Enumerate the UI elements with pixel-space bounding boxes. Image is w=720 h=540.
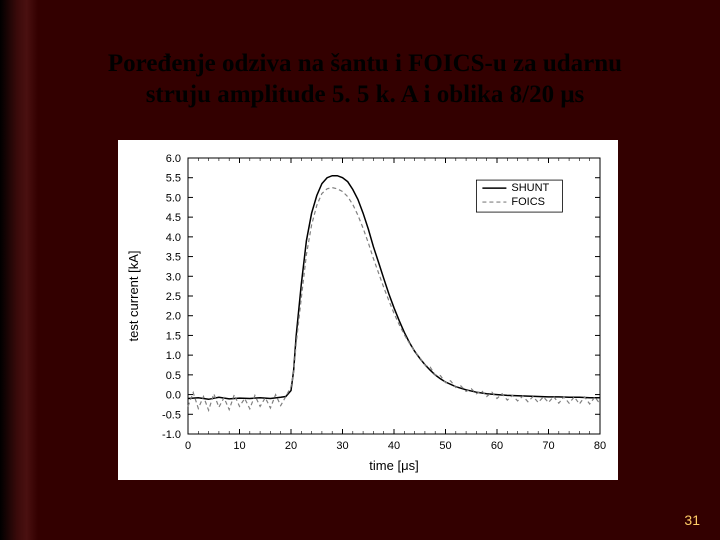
svg-text:4.5: 4.5 — [166, 212, 181, 224]
svg-text:0.0: 0.0 — [166, 390, 181, 402]
page-number-text: 31 — [684, 512, 700, 528]
svg-text:5.0: 5.0 — [166, 192, 181, 204]
svg-text:-0.5: -0.5 — [162, 409, 181, 421]
title-line-2: struju amplitude 5. 5 k. A i oblika 8/20… — [146, 81, 585, 108]
svg-text:30: 30 — [336, 440, 348, 452]
svg-text:3.5: 3.5 — [166, 252, 181, 264]
svg-text:2.5: 2.5 — [166, 291, 181, 303]
title-line-1: Poređenje odziva na šantu i FOICS-u za u… — [108, 50, 622, 77]
svg-text:40: 40 — [388, 440, 400, 452]
svg-text:time [μs]: time [μs] — [369, 458, 418, 473]
slide-title: Poređenje odziva na šantu i FOICS-u za u… — [70, 48, 660, 111]
svg-text:5.5: 5.5 — [166, 173, 181, 185]
svg-text:20: 20 — [285, 440, 297, 452]
svg-text:3.0: 3.0 — [166, 271, 181, 283]
chart-panel: 0 10 20 30 40 50 60 70 80 -1.0 -0.5 0.0 0.5 1.0 1.5 2.0… — [118, 140, 618, 480]
left-accent-stripe — [0, 0, 38, 540]
svg-text:1.5: 1.5 — [166, 330, 181, 342]
svg-text:50: 50 — [439, 440, 451, 452]
svg-text:1.0: 1.0 — [166, 350, 181, 362]
svg-text:0.5: 0.5 — [166, 370, 181, 382]
chart-svg: 0 10 20 30 40 50 60 70 80 -1.0 -0.5 0.0 0.5 1.0 1.5 2.0… — [118, 140, 618, 480]
svg-text:70: 70 — [542, 440, 554, 452]
svg-text:0: 0 — [185, 440, 191, 452]
svg-text:10: 10 — [233, 440, 245, 452]
page-number: 31 — [684, 512, 700, 528]
svg-text:6.0: 6.0 — [166, 153, 181, 165]
svg-text:FOICS: FOICS — [511, 196, 545, 208]
svg-text:4.0: 4.0 — [166, 232, 181, 244]
svg-text:2.0: 2.0 — [166, 311, 181, 323]
svg-text:80: 80 — [594, 440, 606, 452]
svg-text:SHUNT: SHUNT — [511, 182, 549, 194]
svg-text:test current [kA]: test current [kA] — [126, 250, 141, 341]
svg-text:-1.0: -1.0 — [162, 429, 181, 441]
svg-text:60: 60 — [491, 440, 503, 452]
